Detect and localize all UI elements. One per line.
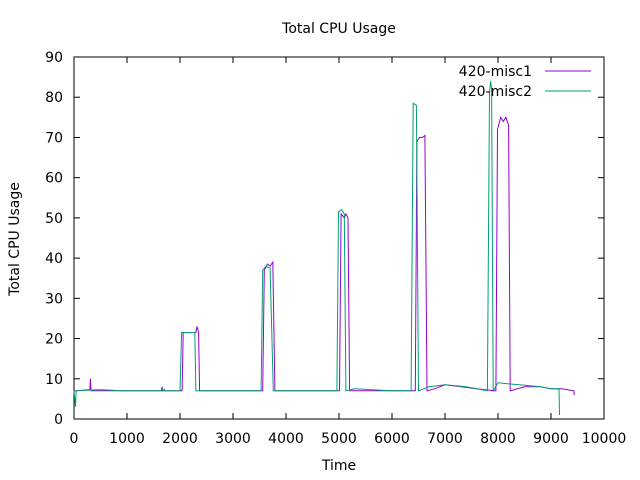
series-line-420-misc1 — [74, 116, 575, 395]
x-tick-label: 5000 — [321, 431, 357, 447]
x-tick-label: 2000 — [162, 431, 198, 447]
y-axis-label: Total CPU Usage — [7, 182, 23, 297]
y-tick-label: 20 — [45, 332, 63, 348]
x-tick-label: 10000 — [582, 431, 627, 447]
y-tick-label: 30 — [45, 291, 63, 307]
x-tick-label: 4000 — [268, 431, 304, 447]
series-lines — [73, 81, 575, 416]
axis-ticks: 0 1000 2000 3000 4000 5000 6000 7000 8000 9000 100… — [45, 50, 626, 447]
y-tick-label: 0 — [54, 412, 63, 428]
legend-label: 420-misc2 — [459, 84, 532, 100]
y-tick-label: 80 — [45, 90, 63, 106]
y-tick-label: 90 — [45, 50, 63, 66]
legend: 420-misc1 420-misc2 — [459, 64, 591, 100]
y-tick-label: 60 — [45, 171, 63, 187]
series-line-420-misc2 — [73, 81, 560, 416]
y-tick-label: 10 — [45, 372, 63, 388]
x-tick-label: 1000 — [109, 431, 145, 447]
x-tick-label: 3000 — [215, 431, 251, 447]
chart-title: Total CPU Usage — [281, 21, 396, 37]
x-tick-label: 6000 — [374, 431, 410, 447]
y-tick-label: 40 — [45, 251, 63, 267]
x-tick-label: 0 — [70, 431, 79, 447]
x-tick-label: 7000 — [427, 431, 463, 447]
x-axis-label: Time — [321, 458, 356, 474]
y-tick-label: 70 — [45, 130, 63, 146]
plot-frame — [73, 56, 605, 420]
legend-label: 420-misc1 — [459, 64, 532, 80]
x-tick-label: 8000 — [480, 431, 516, 447]
x-tick-label: 9000 — [533, 431, 569, 447]
y-tick-label: 50 — [45, 211, 63, 227]
